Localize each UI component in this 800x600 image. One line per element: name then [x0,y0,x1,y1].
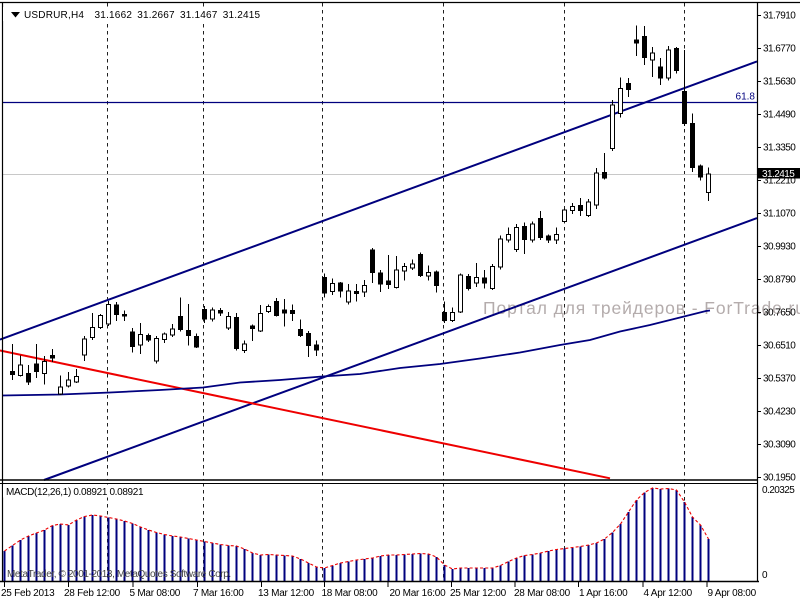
svg-text:4 Apr 12:00: 4 Apr 12:00 [644,588,693,599]
svg-text:MACD(12,26,1) 0.08921 0.08921: MACD(12,26,1) 0.08921 0.08921 [6,487,144,498]
svg-text:31.2210: 31.2210 [763,176,796,187]
svg-text:31.2415: 31.2415 [762,169,795,180]
svg-text:18 Mar 08:00: 18 Mar 08:00 [322,588,379,599]
svg-text:28 Feb 12:00: 28 Feb 12:00 [64,588,121,599]
svg-text:Портал для трейдеров - ForTrad: Портал для трейдеров - ForTrade.ru [483,298,800,318]
svg-text:30.7650: 30.7650 [763,308,796,319]
svg-text:61.8: 61.8 [736,92,756,103]
svg-text:28 Mar 08:00: 28 Mar 08:00 [514,588,571,599]
svg-text:31.6770: 31.6770 [763,44,796,55]
svg-text:13 Mar 12:00: 13 Mar 12:00 [258,588,315,599]
svg-text:30.6510: 30.6510 [763,341,796,352]
svg-text:30.1950: 30.1950 [763,473,796,484]
svg-text:31.4490: 31.4490 [763,110,796,121]
svg-text:30.5370: 30.5370 [763,374,796,385]
svg-text:7 Mar 16:00: 7 Mar 16:00 [193,588,244,599]
svg-text:0: 0 [762,570,768,581]
svg-text:30.8790: 30.8790 [763,275,796,286]
svg-text:25 Mar 12:00: 25 Mar 12:00 [450,588,507,599]
svg-text:1 Apr 16:00: 1 Apr 16:00 [579,588,628,599]
svg-text:31.5630: 31.5630 [763,77,796,88]
svg-text:31.3350: 31.3350 [763,143,796,154]
svg-text:30.3090: 30.3090 [763,440,796,451]
svg-text:20 Mar 16:00: 20 Mar 16:00 [390,588,447,599]
svg-text:31.7910: 31.7910 [763,11,796,22]
svg-text:31.1070: 31.1070 [763,209,796,220]
svg-text:MetaTrader, © 2001-2013, MetaQ: MetaTrader, © 2001-2013, MetaQuotes Soft… [7,569,231,580]
svg-text:9 Apr 08:00: 9 Apr 08:00 [708,588,757,599]
svg-text:0.20325: 0.20325 [762,485,795,496]
svg-text:25 Feb 2013: 25 Feb 2013 [1,588,55,599]
svg-text:USDRUR,H4 31.1662 31.2667 3: USDRUR,H4 31.1662 31.2667 31.1467 31.241… [24,10,261,21]
svg-text:30.4230: 30.4230 [763,407,796,418]
svg-text:5 Mar 08:00: 5 Mar 08:00 [130,588,181,599]
svg-text:30.9930: 30.9930 [763,242,796,253]
